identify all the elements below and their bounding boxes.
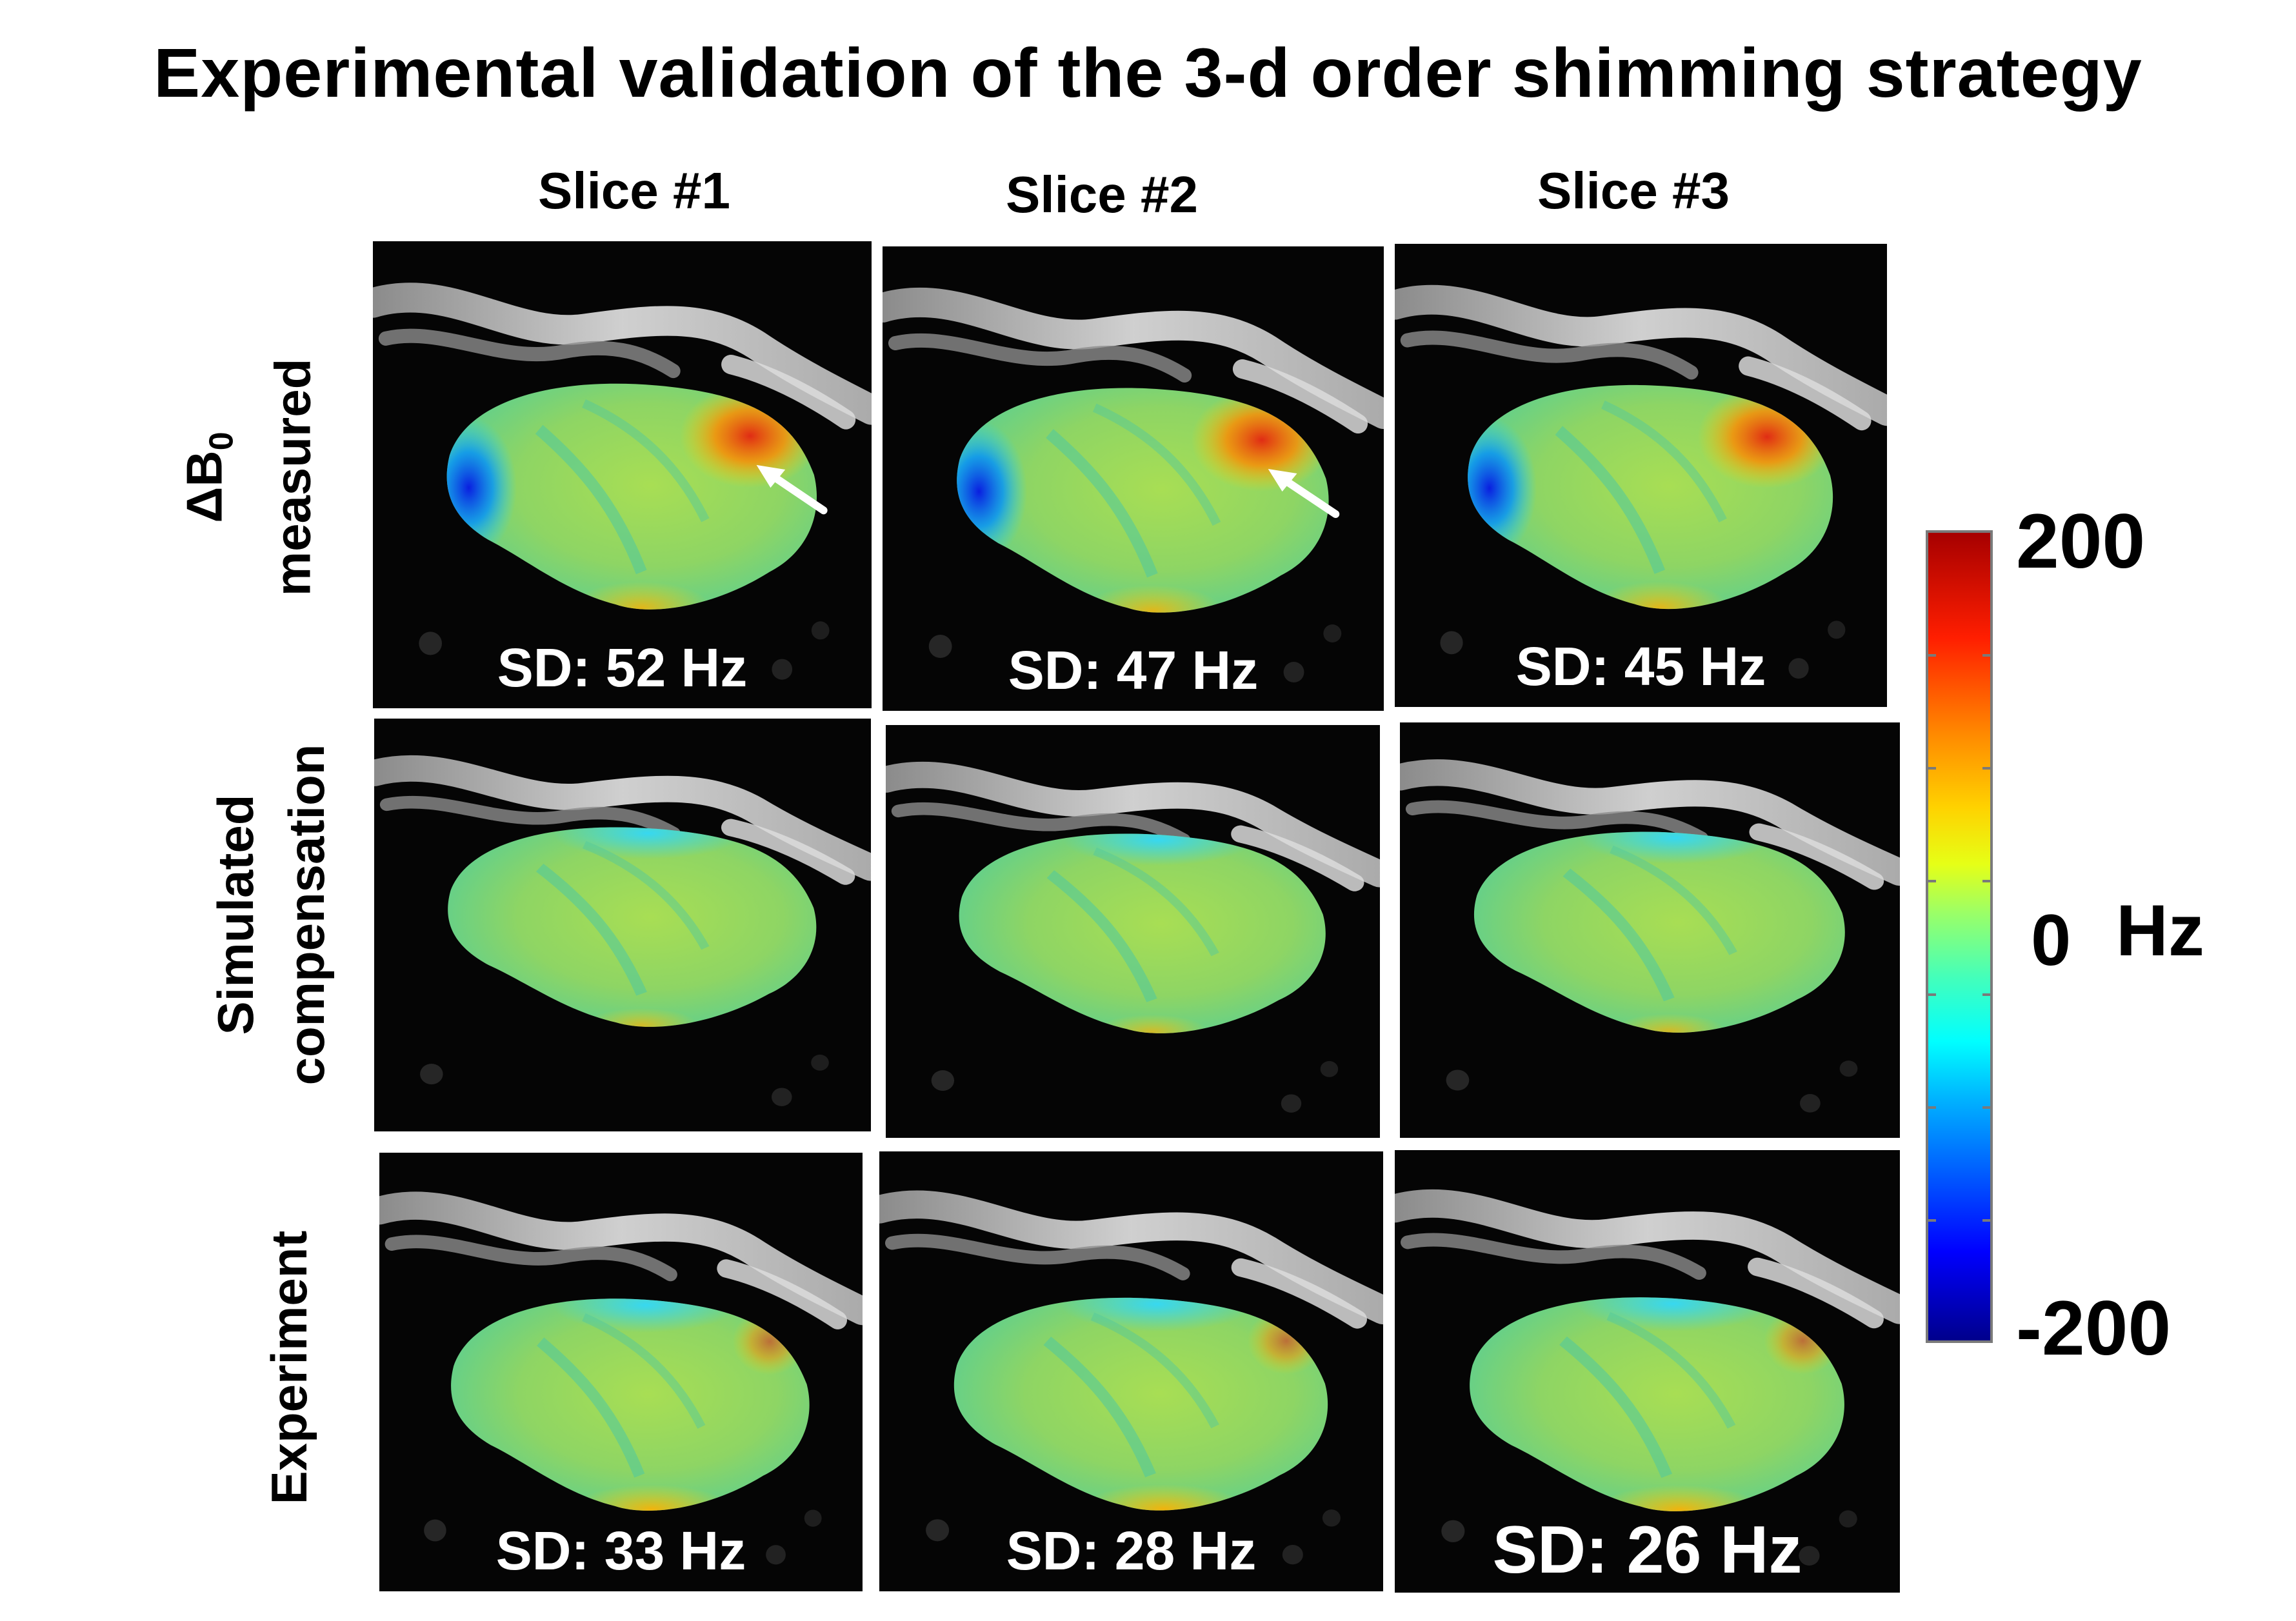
row-label-simulated-line2: compensation [278,744,335,1086]
field-map-image [1395,1150,1900,1593]
colorbar-mid-label: 0 [2031,900,2071,980]
panel-simulated-slice-2 [886,725,1380,1138]
panel-measured-slice-3: SD: 45 Hz [1395,244,1887,707]
column-label-slice-3: Slice #3 [1537,162,1730,219]
sd-label-measured-slice-1: SD: 52 Hz [497,637,748,698]
colorbar-max-label: 200 [2016,498,2146,584]
panel-measured-slice-1: SD: 52 Hz [373,241,872,708]
panel-experiment-slice-3: SD: 26 Hz [1395,1150,1900,1593]
row-label-measured-word: measured [264,358,321,597]
panel-measured-slice-2: SD: 47 Hz [883,246,1384,711]
row-label-subscript: 0 [203,432,241,451]
row-label-simulated: Simulated compensation [200,744,342,1086]
field-map-image [886,725,1380,1138]
field-map-image [883,246,1384,711]
figure-title: Experimental validation of the 3-d order… [154,34,2142,112]
sd-label-experiment-slice-1: SD: 33 Hz [495,1520,746,1581]
panel-experiment-slice-2: SD: 28 Hz [879,1151,1383,1591]
sd-label-measured-slice-2: SD: 47 Hz [1008,640,1259,701]
sd-label-experiment-slice-3: SD: 26 Hz [1492,1513,1802,1587]
row-label-experiment: Experiment [254,1231,324,1505]
column-label-slice-1: Slice #1 [537,162,730,219]
sd-label-measured-slice-3: SD: 45 Hz [1515,636,1766,697]
row-label-delta-b: ΔB [175,450,233,523]
row-label-measured: ΔB0 measured [169,359,328,597]
field-map-image [373,241,872,708]
field-map-image [379,1153,863,1591]
field-map-image [879,1151,1383,1591]
field-map-image [1400,722,1900,1138]
panel-simulated-slice-3 [1400,722,1900,1138]
colorbar-unit-label: Hz [2116,890,2204,971]
panel-experiment-slice-1: SD: 33 Hz [379,1153,863,1591]
field-map-image [374,719,871,1131]
column-label-slice-2: Slice #2 [1005,166,1198,223]
colorbar-min-label: -200 [2016,1285,2171,1371]
sd-label-experiment-slice-2: SD: 28 Hz [1006,1520,1257,1581]
row-label-simulated-line1: Simulated [207,794,264,1035]
field-map-image [1395,244,1887,707]
panel-simulated-slice-1 [374,719,871,1131]
row-label-experiment-line1: Experiment [261,1230,317,1505]
colorbar [1926,530,1993,1343]
